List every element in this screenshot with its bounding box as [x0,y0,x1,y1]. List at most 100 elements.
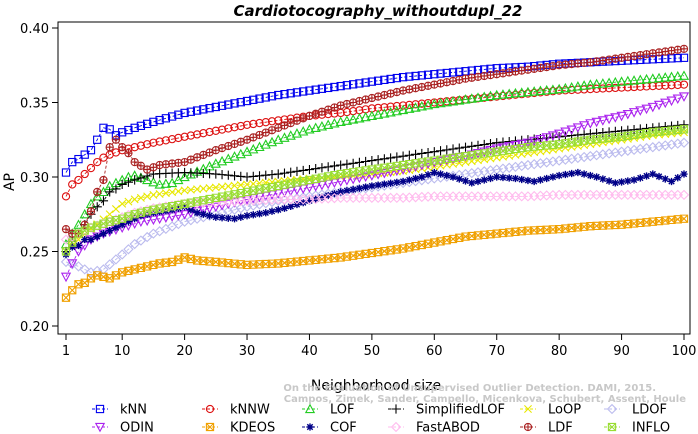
series-point-lof [279,132,290,142]
series-point-loop [205,184,214,193]
series-point-odin [560,127,571,138]
series-point-odin [385,167,396,178]
series-point-simplifiedlof [248,171,258,182]
series-point-simplifiedlof [304,164,315,175]
series-point-knnw [192,130,202,139]
series-point-simplifiedlof [510,136,521,146]
series-point-odin [547,131,559,141]
series-point-cof [468,179,476,187]
series-point-knn [411,71,420,81]
series-point-ldof [179,216,190,227]
series-point-knn [61,168,71,177]
series-point-simplifiedlof [492,138,502,148]
series-point-cof [424,171,432,179]
series-point-knnw [74,175,83,185]
series-point-ldf [99,175,108,185]
series-point-kdeos [679,214,689,223]
legend-item-simplifiedlof: SimplifiedLOF [388,403,505,418]
series-point-knnw [249,119,258,129]
series-point-lof [554,83,565,94]
series-point-cof [555,171,563,180]
series-point-cof [87,235,95,244]
series-point-simplifiedlof [329,161,340,171]
x-tick-label: 60 [426,344,443,359]
series-point-odin [354,173,365,184]
series-point-cof [118,221,126,229]
series-point-knnw [673,80,682,90]
series-point-ldof [85,267,97,278]
series-point-knn [74,154,83,164]
series-point-lof [579,80,590,90]
x-tick-label: 10 [114,344,131,359]
x-tick-label: 20 [176,344,193,359]
series-point-simplifiedlof [130,175,140,185]
series-point-knnw [255,118,264,128]
series-point-simplifiedlof [604,127,614,137]
series-point-odin [67,259,78,269]
series-point-lof [216,155,228,166]
series-point-knn [274,90,283,100]
watermark-line-1: On the Evaluation of Unsupervised Outlie… [283,383,656,394]
series-point-lof [535,85,546,96]
series-point-simplifiedlof [386,153,396,163]
series-point-knn [99,123,108,132]
series-point-simplifiedlof [298,165,308,176]
series-point-simplifiedlof [336,160,346,170]
series-point-simplifiedlof [242,172,252,182]
series-point-odin [653,100,665,111]
series-point-loop [118,199,127,208]
series-point-ldof [229,204,240,215]
legend-marker [524,405,532,413]
series-point-ldf [130,157,139,167]
series-inflo [61,125,689,256]
series-point-knn [386,74,395,84]
series-point-knnw [392,101,401,111]
legend-item-lof: LOF [302,403,355,418]
series-point-simplifiedlof [404,150,414,160]
series-point-knn [286,89,295,98]
series-point-knn [217,101,227,110]
series-point-knnw [143,140,152,149]
series-point-knn [174,110,183,119]
series-point-odin [616,111,627,122]
series-point-cof [624,177,632,185]
series-point-simplifiedlof [442,145,452,155]
series-point-knnw [667,81,676,90]
series-point-cof [518,175,526,184]
series-point-lof [397,104,409,115]
series-point-odin [647,102,658,113]
series-point-knn [299,87,308,96]
series-point-knn [255,94,264,103]
series-point-knnw [230,123,239,132]
series-point-simplifiedlof [311,164,321,174]
series-point-simplifiedlof [348,158,358,168]
series-point-cof [418,173,426,181]
series-point-cof [667,177,676,186]
series-point-lof [223,153,234,163]
series-point-knn [311,85,320,94]
series-point-cof [106,227,114,235]
x-tick-label: 40 [301,344,318,359]
legend-marker [205,422,215,432]
series-point-cof [480,176,488,184]
series-point-knnw [380,103,389,112]
legend-item-knnw: kNNW [202,403,270,418]
series-point-lof [379,108,390,118]
legend-item-cof: COF [302,421,357,434]
series-point-cof [280,204,289,212]
series-point-knnw [623,83,632,92]
series-point-lof [466,93,477,103]
series-point-cof [224,214,232,222]
series-point-lof [610,76,621,87]
legend-item-kdeos: KDEOS [202,421,275,434]
series-point-cof [568,169,576,178]
series-point-knn [80,150,89,159]
series-point-lof [410,102,421,112]
legend-item-ldf: LDF [520,421,573,434]
series-point-lof [441,96,452,107]
series-point-knn [261,93,270,102]
series-point-loop [130,195,139,204]
series-point-odin [641,104,652,115]
series-point-ldof [73,261,84,272]
